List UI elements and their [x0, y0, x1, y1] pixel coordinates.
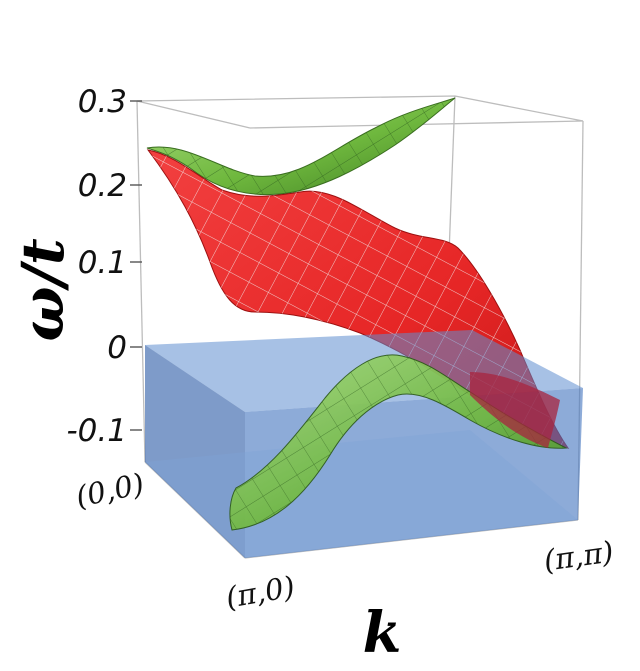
- y-tick-label: 0.1: [78, 245, 127, 281]
- y-tick-label: 0.3: [78, 84, 127, 120]
- y-axis-title: ω/t: [9, 238, 77, 341]
- k-tick-label: (π,0): [223, 569, 297, 615]
- red-band-tail: [470, 372, 560, 448]
- lower-green-band: [229, 354, 568, 531]
- y-tick-label: 0.2: [78, 168, 127, 204]
- y-tick-label: 0: [107, 330, 127, 366]
- x-axis-title: k: [363, 600, 402, 666]
- upper-green-band: [146, 97, 456, 196]
- k-tick-label: (π,π): [542, 534, 616, 577]
- y-axis-ticks: [130, 100, 142, 431]
- k-tick-label: (0,0): [73, 466, 147, 514]
- y-tick-label: -0.1: [67, 413, 128, 449]
